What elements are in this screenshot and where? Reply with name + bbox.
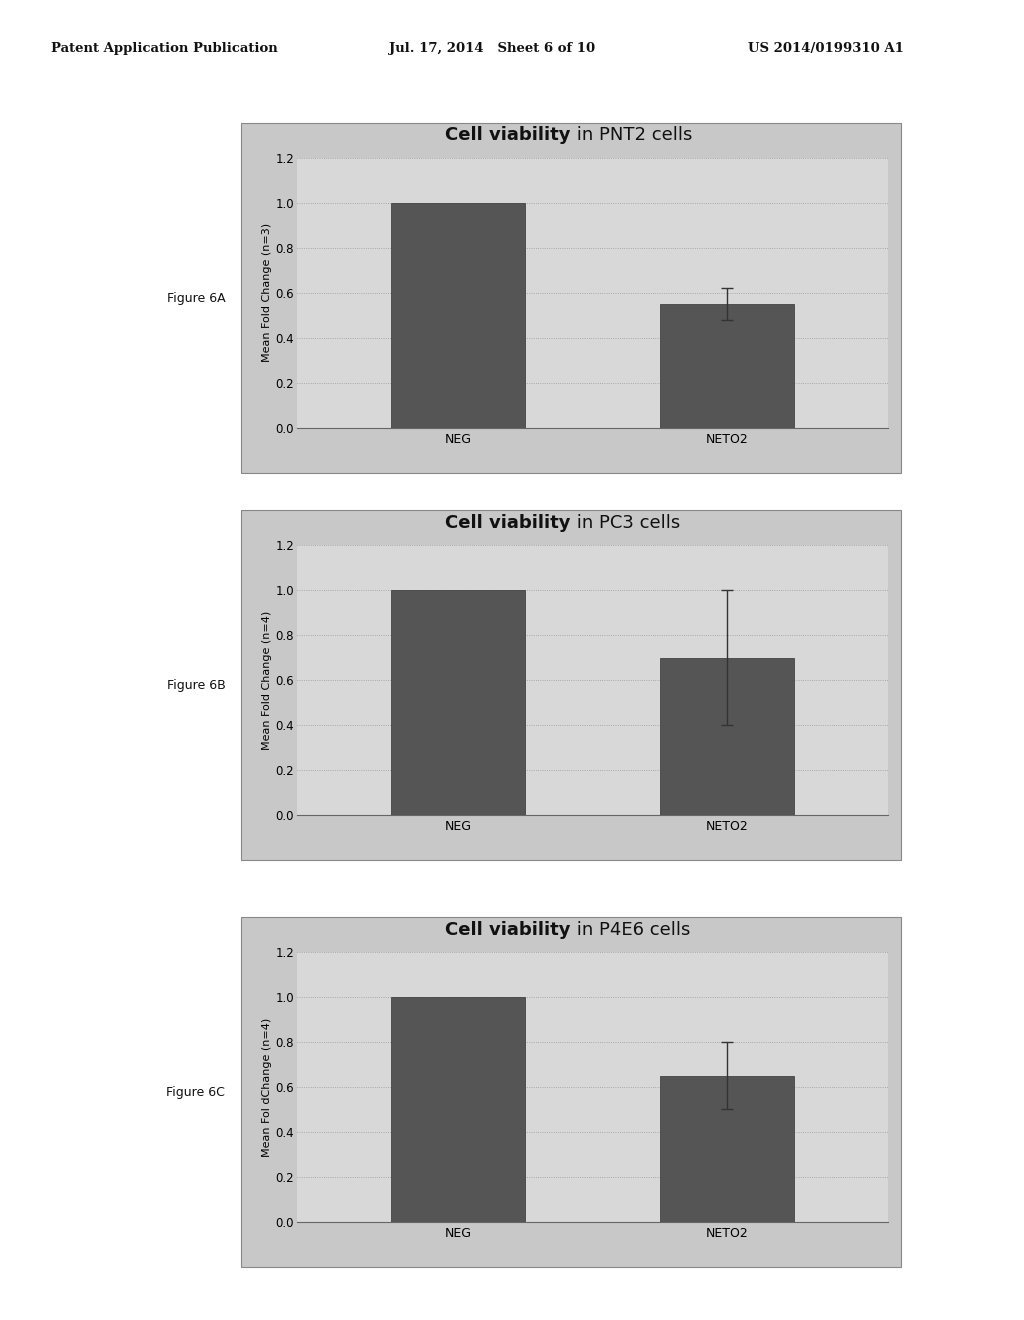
Y-axis label: Mean Fol dChange (n=4): Mean Fol dChange (n=4) — [262, 1018, 272, 1156]
Text: Cell viability: Cell viability — [445, 513, 571, 532]
Text: Figure 6A: Figure 6A — [167, 292, 225, 305]
Bar — [659, 657, 794, 814]
Bar — [659, 304, 794, 428]
Text: in PC3 cells: in PC3 cells — [571, 513, 680, 532]
Text: Figure 6B: Figure 6B — [167, 678, 225, 692]
Text: US 2014/0199310 A1: US 2014/0199310 A1 — [748, 42, 903, 55]
Text: Figure 6C: Figure 6C — [167, 1086, 225, 1098]
Text: Patent Application Publication: Patent Application Publication — [51, 42, 278, 55]
Text: in P4E6 cells: in P4E6 cells — [571, 920, 690, 939]
Text: in PNT2 cells: in PNT2 cells — [571, 127, 692, 144]
Bar — [659, 1076, 794, 1222]
Y-axis label: Mean Fold Change (n=3): Mean Fold Change (n=3) — [262, 223, 272, 363]
Text: Cell viability: Cell viability — [445, 127, 571, 144]
Bar — [391, 203, 525, 428]
Y-axis label: Mean Fold Change (n=4): Mean Fold Change (n=4) — [262, 610, 272, 750]
Bar — [391, 998, 525, 1222]
Text: Cell viability: Cell viability — [445, 920, 571, 939]
Text: Jul. 17, 2014   Sheet 6 of 10: Jul. 17, 2014 Sheet 6 of 10 — [389, 42, 595, 55]
Bar — [391, 590, 525, 814]
